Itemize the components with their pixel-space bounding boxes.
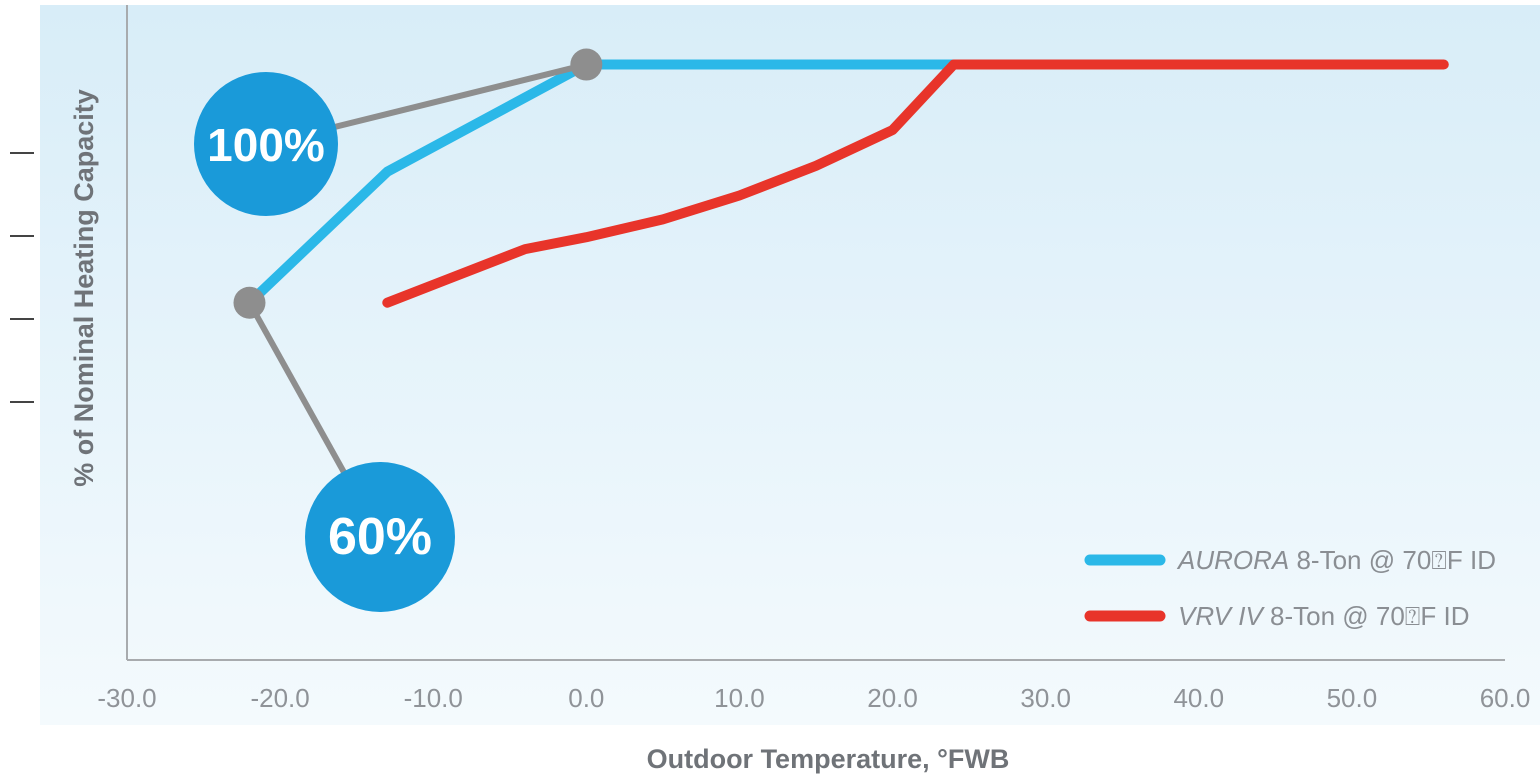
x-tick-label: -20.0 — [250, 683, 309, 713]
x-tick-label: 10.0 — [714, 683, 765, 713]
x-tick-label: -10.0 — [404, 683, 463, 713]
x-tick-label: -30.0 — [97, 683, 156, 713]
series-lines — [244, 59, 1449, 308]
annotation-badge — [305, 462, 455, 612]
annotations: 100% 60% — [194, 48, 603, 612]
x-tick-label: 30.0 — [1020, 683, 1071, 713]
x-axis-title: Outdoor Temperature, °FWB — [647, 744, 1010, 774]
x-tick-labels: -30.0 -20.0 -10.0 0.0 10.0 20.0 30.0 40.0 50.0 60… — [97, 683, 1530, 713]
series-line-vrv — [382, 59, 1449, 308]
annotation-badge-label: 100% — [207, 119, 325, 171]
y-axis-title: % of Nominal Heating Capacity — [69, 89, 99, 487]
x-tick-label: 0.0 — [568, 683, 604, 713]
left-edge-ticks — [10, 152, 34, 403]
x-tick-label: 60.0 — [1480, 683, 1531, 713]
x-tick-label: 20.0 — [867, 683, 918, 713]
series-line-aurora — [244, 59, 959, 308]
annotation-badge-label: 60% — [328, 508, 432, 566]
annotation-badge — [194, 72, 338, 216]
legend-label-vrv: VRV IV 8-Ton @ 70⍰F ID — [1178, 601, 1470, 631]
legend-label-aurora: AURORA 8-Ton @ 70⍰F ID — [1176, 545, 1496, 575]
x-tick-label: 50.0 — [1327, 683, 1378, 713]
legend: AURORA 8-Ton @ 70⍰F ID VRV IV 8-Ton @ 70… — [1084, 545, 1496, 631]
annotation-point-marker — [570, 48, 603, 81]
x-tick-label: 40.0 — [1173, 683, 1224, 713]
annotation-point-marker — [233, 286, 266, 319]
